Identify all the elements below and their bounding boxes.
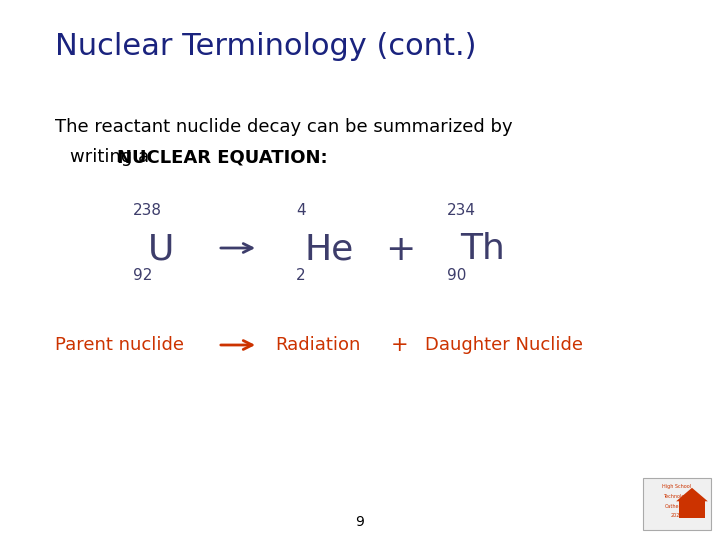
Text: 234: 234 <box>447 203 476 218</box>
Text: 2024: 2024 <box>671 513 683 518</box>
Text: Radiation: Radiation <box>275 336 361 354</box>
Text: Th: Th <box>460 232 505 266</box>
Text: 9: 9 <box>356 515 364 529</box>
Text: Catherine: Catherine <box>665 504 689 509</box>
Text: Daughter Nuclide: Daughter Nuclide <box>425 336 583 354</box>
Text: He: He <box>305 232 354 266</box>
Polygon shape <box>676 488 708 501</box>
Text: 2: 2 <box>296 268 305 283</box>
FancyBboxPatch shape <box>643 478 711 530</box>
Text: Parent nuclide: Parent nuclide <box>55 336 184 354</box>
Text: writing a: writing a <box>70 148 155 166</box>
Text: 92: 92 <box>133 268 153 283</box>
Text: 90: 90 <box>447 268 467 283</box>
Bar <box>679 501 705 517</box>
Text: Technology: Technology <box>663 494 690 499</box>
Text: NUCLEAR EQUATION:: NUCLEAR EQUATION: <box>117 148 328 166</box>
Text: +: + <box>391 335 409 355</box>
Text: Nuclear Terminology (cont.): Nuclear Terminology (cont.) <box>55 32 477 61</box>
Text: 238: 238 <box>133 203 162 218</box>
Text: U: U <box>148 232 174 266</box>
Text: 4: 4 <box>296 203 305 218</box>
Text: +: + <box>384 233 415 267</box>
Text: The reactant nuclide decay can be summarized by: The reactant nuclide decay can be summar… <box>55 118 513 136</box>
Text: High School: High School <box>662 484 692 489</box>
